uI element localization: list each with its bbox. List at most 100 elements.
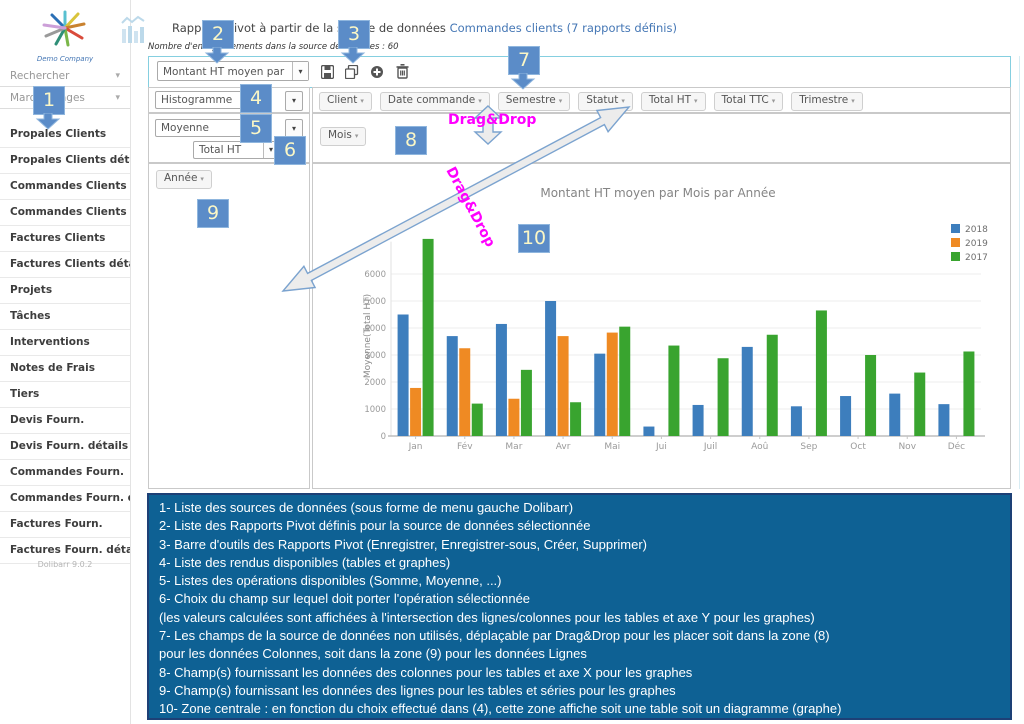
field-label: Total HT xyxy=(648,94,692,106)
sidebar-item-datasource[interactable]: Tâches xyxy=(0,304,130,330)
save-icon xyxy=(320,64,334,79)
sidebar-item-datasource[interactable]: Propales Clients xyxy=(0,122,130,148)
bar-2018 xyxy=(692,404,704,436)
callout-number-10: 10 xyxy=(518,224,550,253)
x-tick-label: Mar xyxy=(505,442,522,452)
field-label: Total TTC xyxy=(721,94,769,106)
operation-field-value: Total HT xyxy=(199,144,242,156)
bar-2018 xyxy=(643,426,655,436)
records-count-label: Nombre d'enregistrements dans la source … xyxy=(148,42,399,52)
field-label: Mois xyxy=(328,129,352,141)
x-tick-label: Jui xyxy=(655,442,667,452)
unused-field-button[interactable]: Client ▾ xyxy=(319,92,372,111)
create-icon xyxy=(371,65,383,78)
sidebar-search-select[interactable]: Rechercher ▾ xyxy=(0,66,130,87)
x-tick-label: Sep xyxy=(800,442,817,452)
unused-field-button[interactable]: Date commande ▾ xyxy=(379,92,490,111)
sidebar-item-datasource[interactable]: Notes de Frais xyxy=(0,356,130,382)
render-type-select[interactable]: Histogramme xyxy=(155,91,261,109)
x-tick-label: Fév xyxy=(457,441,473,452)
unused-fields-zone: Client ▾ Date commande ▾ Semestre ▾ Statut ▾ Tot… xyxy=(312,87,1011,113)
help-line: 2- Liste des Rapports Pivot définis pour… xyxy=(159,518,591,534)
chevron-down-icon: ▾ xyxy=(200,175,204,183)
unused-field-button[interactable]: Statut ▾ xyxy=(578,92,633,111)
save-as-button[interactable] xyxy=(344,63,360,80)
row-fields-zone: Année ▾ xyxy=(148,163,310,489)
x-tick-label: Avr xyxy=(556,442,571,452)
sidebar-item-datasource[interactable]: Devis Fourn. détails xyxy=(0,434,130,460)
render-type-caret-button[interactable]: ▾ xyxy=(285,91,303,111)
help-line: 5- Listes des opérations disponibles (So… xyxy=(159,573,502,589)
chevron-down-icon: ▾ xyxy=(354,132,359,140)
legend-swatch xyxy=(951,224,960,233)
bar-2018 xyxy=(889,393,901,436)
save-button[interactable] xyxy=(319,63,335,80)
legend-help-box: 1- Liste des sources de données (sous fo… xyxy=(147,493,1012,720)
sidebar-item-datasource[interactable]: Commandes Fourn. dét... xyxy=(0,486,130,512)
delete-button[interactable] xyxy=(394,63,410,80)
chevron-down-icon: ▾ xyxy=(291,124,296,133)
bar-2018 xyxy=(594,353,606,436)
sidebar-bookmarks-select[interactable]: Marque-pages ▾ xyxy=(0,88,130,109)
render-type-panel: Histogramme ▾ xyxy=(148,87,310,113)
y-tick-label: 2000 xyxy=(364,378,386,388)
sidebar-item-datasource[interactable]: Interventions xyxy=(0,330,130,356)
unused-field-button[interactable]: Total TTC ▾ xyxy=(713,92,784,111)
search-label: Rechercher xyxy=(10,70,70,82)
sidebar-item-datasource[interactable]: Devis Fourn. xyxy=(0,408,130,434)
help-line: 3- Barre d'outils des Rapports Pivot (En… xyxy=(159,536,648,552)
callout-number-8: 8 xyxy=(395,126,427,155)
bar-2017 xyxy=(668,345,680,436)
sidebar-item-datasource[interactable]: Projets xyxy=(0,278,130,304)
bar-2018 xyxy=(446,336,458,436)
operation-select[interactable]: Moyenne xyxy=(155,119,261,137)
report-chart-icon xyxy=(121,15,145,43)
unused-field-button[interactable]: Trimestre ▾ xyxy=(791,92,863,111)
field-label: Semestre xyxy=(505,94,556,106)
bar-2017 xyxy=(815,310,827,436)
sidebar-item-datasource[interactable]: Commandes Fourn. xyxy=(0,460,130,486)
field-label: Trimestre xyxy=(799,94,849,106)
report-select[interactable]: Montant HT moyen par Mois pa ... ▾ xyxy=(157,61,309,98)
sidebar-item-datasource[interactable]: Factures Clients détails xyxy=(0,252,130,278)
sidebar-item-datasource[interactable]: Commandes Clients dét... xyxy=(0,200,130,226)
x-tick-label: Nov xyxy=(898,442,916,452)
callout-number-1: 1 xyxy=(33,86,65,115)
x-tick-label: Juil xyxy=(703,442,717,452)
operation-value: Moyenne xyxy=(161,122,209,134)
bar-2018 xyxy=(741,346,753,436)
version-label: Dolibarr 9.0.2 xyxy=(37,560,93,569)
title-text: Rapports Pivot à partir de la source de … xyxy=(172,21,450,35)
legend-label: 2018 xyxy=(965,225,988,235)
sidebar-item-datasource[interactable]: Factures Fourn. détails xyxy=(0,538,130,564)
title-link[interactable]: Commandes clients (7 rapports définis) xyxy=(449,21,677,35)
bar-2017 xyxy=(619,326,631,436)
chevron-down-icon: ▾ xyxy=(558,97,563,105)
unused-field-button[interactable]: Total HT ▾ xyxy=(640,92,706,111)
sidebar-item-datasource[interactable]: Tiers xyxy=(0,382,130,408)
callout-arrow-down-icon xyxy=(340,47,366,64)
legend-swatch xyxy=(951,252,960,261)
toolbar-buttons xyxy=(319,63,410,80)
row-fields-list: Année ▾ xyxy=(156,170,212,189)
operation-field-select[interactable]: Total HT ▾ xyxy=(193,141,279,159)
column-field-button[interactable]: Mois ▾ xyxy=(320,127,367,146)
bar-2017 xyxy=(471,403,483,436)
callout-number-4: 4 xyxy=(240,84,272,113)
chart-zone: Montant HT moyen par Mois par Année Moyen… xyxy=(312,163,1011,489)
bar-2019 xyxy=(606,332,618,436)
sidebar-item-datasource[interactable]: Factures Fourn. xyxy=(0,512,130,538)
unused-field-button[interactable]: Semestre ▾ xyxy=(497,92,571,111)
callout-number-6: 6 xyxy=(274,136,306,165)
create-button[interactable] xyxy=(369,63,385,80)
y-tick-label: 4000 xyxy=(364,324,386,334)
chevron-down-icon: ▾ xyxy=(292,62,308,80)
sidebar-item-datasource[interactable]: Commandes Clients xyxy=(0,174,130,200)
sidebar-item-datasource[interactable]: Propales Clients détails xyxy=(0,148,130,174)
sidebar-item-datasource[interactable]: Factures Clients xyxy=(0,226,130,252)
help-line: 9- Champ(s) fournissant les données des … xyxy=(159,682,676,698)
row-field-button[interactable]: Année ▾ xyxy=(156,170,212,189)
chevron-down-icon: ▾ xyxy=(621,97,625,105)
x-tick-label: Oct xyxy=(850,442,866,452)
